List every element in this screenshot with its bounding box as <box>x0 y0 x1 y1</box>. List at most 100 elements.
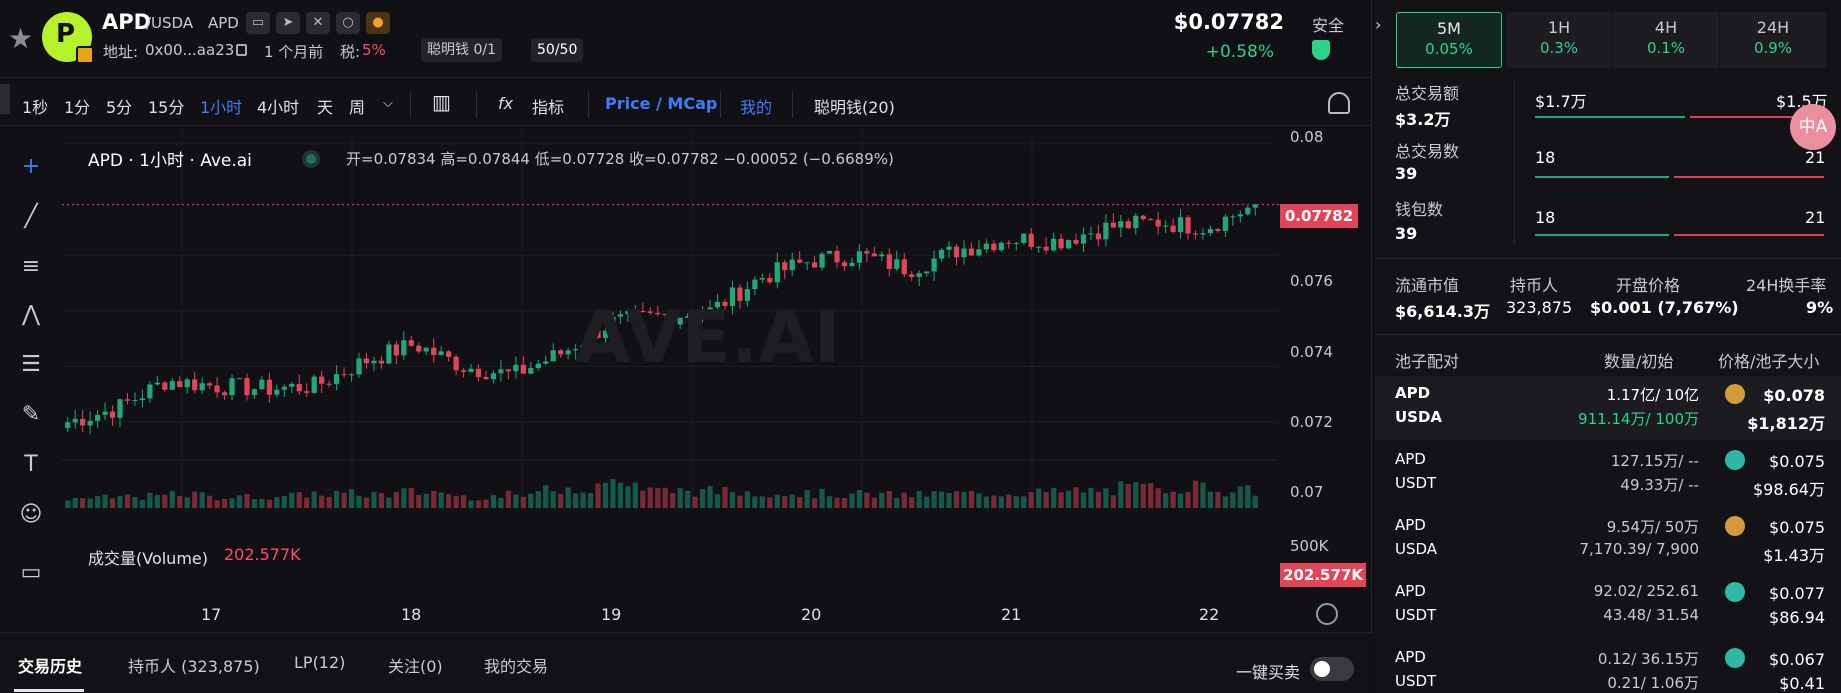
fib-lines-icon[interactable]: ≡ <box>21 254 41 279</box>
ruler-icon[interactable]: ▭ <box>20 560 42 585</box>
pool-row[interactable]: APD USDT 92.02/ 252.61 43.48/ 31.54 $0.0… <box>1375 574 1841 638</box>
interval-5m[interactable]: 5分 <box>106 98 133 117</box>
tf-1h[interactable]: 1H 0.3% <box>1506 12 1612 68</box>
contract-address[interactable]: 0x00...aa23 <box>145 41 235 59</box>
dex-icon <box>1725 516 1745 536</box>
sell-wallets: 21 <box>1805 208 1826 227</box>
tab-my-trades[interactable]: 我的交易 <box>484 657 549 676</box>
volume-bar <box>744 491 751 508</box>
tf-24h[interactable]: 24H 0.9% <box>1720 12 1826 68</box>
candle-body <box>737 287 743 301</box>
x-twitter-icon[interactable]: ✕ <box>306 12 330 34</box>
volume-bar <box>1043 492 1049 508</box>
holders-value: 323,875 <box>1506 298 1573 317</box>
candle-body <box>1192 233 1199 235</box>
candle-body <box>834 250 840 263</box>
coins-icon[interactable]: ● <box>366 12 390 34</box>
pool-row[interactable]: APD USDT 0.12/ 36.15万 0.21/ 1.06万 $0.067… <box>1375 640 1841 693</box>
sell-txns-bar <box>1674 176 1824 178</box>
volume-bar <box>490 495 497 508</box>
tab-holders[interactable]: 持币人 (323,875) <box>128 657 260 676</box>
chart-settings-icon[interactable] <box>1316 603 1338 625</box>
interval-1m[interactable]: 1分 <box>64 98 91 117</box>
measure-lines-icon[interactable]: ☰ <box>21 352 41 377</box>
trendline-icon[interactable]: ╱ <box>24 204 38 229</box>
candle-body <box>1058 238 1064 249</box>
indicator-button[interactable]: 指标 <box>532 98 565 117</box>
candle-body <box>483 377 489 380</box>
candle-body <box>1118 221 1124 228</box>
volume-bar <box>1036 488 1042 508</box>
interval-1s[interactable]: 1秒 <box>22 98 49 117</box>
candle-body <box>117 399 123 418</box>
alert-bell-icon[interactable] <box>1328 92 1350 114</box>
volume-bar <box>169 491 175 508</box>
holders-label: 持币人 <box>1510 276 1559 295</box>
pool-row[interactable]: APD USDA 1.17亿/ 10亿 911.14万/ 100万 $0.078… <box>1375 376 1841 440</box>
mine-filter[interactable]: 我的 <box>740 98 773 117</box>
telegram-icon[interactable]: ➤ <box>276 12 300 34</box>
candle-body <box>356 358 362 375</box>
candlestick-type-icon[interactable]: ▥ <box>432 90 451 114</box>
interval-1h[interactable]: 1小时 <box>200 98 243 117</box>
pool-row[interactable]: APD USDA 9.54万/ 50万 7,170.39/ 7,900 $0.0… <box>1375 508 1841 572</box>
smart-money-badge[interactable]: 聪明钱 0/1 <box>421 38 502 62</box>
tab-trade-history[interactable]: 交易历史 <box>18 657 83 676</box>
text-tool-icon[interactable]: T <box>24 452 38 477</box>
volume-bar <box>804 490 810 508</box>
wallets-value: 39 <box>1395 224 1418 243</box>
top-holders-badge[interactable]: 50/50 <box>531 38 584 62</box>
volume-bar <box>879 492 885 508</box>
candle-body <box>199 383 205 391</box>
collapse-right-chevron-icon[interactable]: › <box>1375 15 1382 34</box>
volume-bar <box>1230 492 1236 508</box>
volume-bar <box>1215 491 1221 508</box>
interval-15m[interactable]: 15分 <box>148 98 185 117</box>
volume-bar <box>543 485 549 508</box>
pool-price: $0.075 <box>1769 452 1825 471</box>
price-chart[interactable] <box>62 130 1372 600</box>
volume-bar <box>1207 491 1214 508</box>
price-mcap-toggle[interactable]: Price / MCap <box>605 94 718 113</box>
interval-1d[interactable]: 天 <box>317 98 334 117</box>
website-icon[interactable]: ▭ <box>246 12 270 34</box>
volume-bar <box>236 495 243 508</box>
search-icon[interactable]: ○ <box>336 12 360 34</box>
tf-5m[interactable]: 5M 0.05% <box>1396 12 1502 68</box>
volume-bar <box>759 496 765 508</box>
candle-body <box>274 389 280 395</box>
crosshair-icon[interactable]: + <box>21 154 41 179</box>
interval-4h[interactable]: 4小时 <box>257 98 300 117</box>
more-intervals-chevron-icon[interactable]: ⌵ <box>383 96 393 111</box>
volume-bar <box>184 497 190 508</box>
candle-body <box>319 376 325 384</box>
candle-body <box>401 340 407 356</box>
translate-button[interactable]: 中A <box>1790 104 1836 150</box>
tab-lp[interactable]: LP(12) <box>294 653 346 672</box>
tab-watch[interactable]: 关注(0) <box>388 657 443 676</box>
fx-icon[interactable]: fx <box>498 94 514 113</box>
brush-icon[interactable]: ✎ <box>21 402 41 427</box>
emoji-icon[interactable]: ☺ <box>19 502 43 527</box>
safety-link[interactable]: 安全 <box>1312 16 1345 35</box>
volume-bar <box>864 492 870 508</box>
volume-bar <box>244 494 250 508</box>
pool-row[interactable]: APD USDT 127.15万/ -- 49.33万/ -- $0.075 $… <box>1375 442 1841 506</box>
smart-money-filter[interactable]: 聪明钱(20) <box>814 98 895 117</box>
y-tick: 0.076 <box>1290 272 1333 290</box>
pool-amount2: 0.21/ 1.06万 <box>1607 674 1699 692</box>
candle-body <box>871 253 877 257</box>
volume-bar <box>1222 496 1229 508</box>
pool-amount1: 1.17亿/ 10亿 <box>1606 386 1699 404</box>
pool-pair-header: 池子配对 <box>1395 352 1460 371</box>
pattern-icon[interactable]: ⋀ <box>21 302 41 327</box>
volume-bar <box>976 493 982 508</box>
tf-4h[interactable]: 4H 0.1% <box>1613 12 1719 68</box>
volume-bar <box>610 479 616 508</box>
token-header: ★ P APD /USDA APD ▭ ➤ ✕ ○ ● 地址: 0x00...a… <box>0 0 1372 78</box>
interval-1w[interactable]: 周 <box>349 98 366 117</box>
copy-icon[interactable] <box>236 44 247 56</box>
dex-icon <box>1725 648 1745 668</box>
collapse-left-handle[interactable] <box>0 84 10 114</box>
favorite-star-icon[interactable]: ★ <box>8 22 34 55</box>
